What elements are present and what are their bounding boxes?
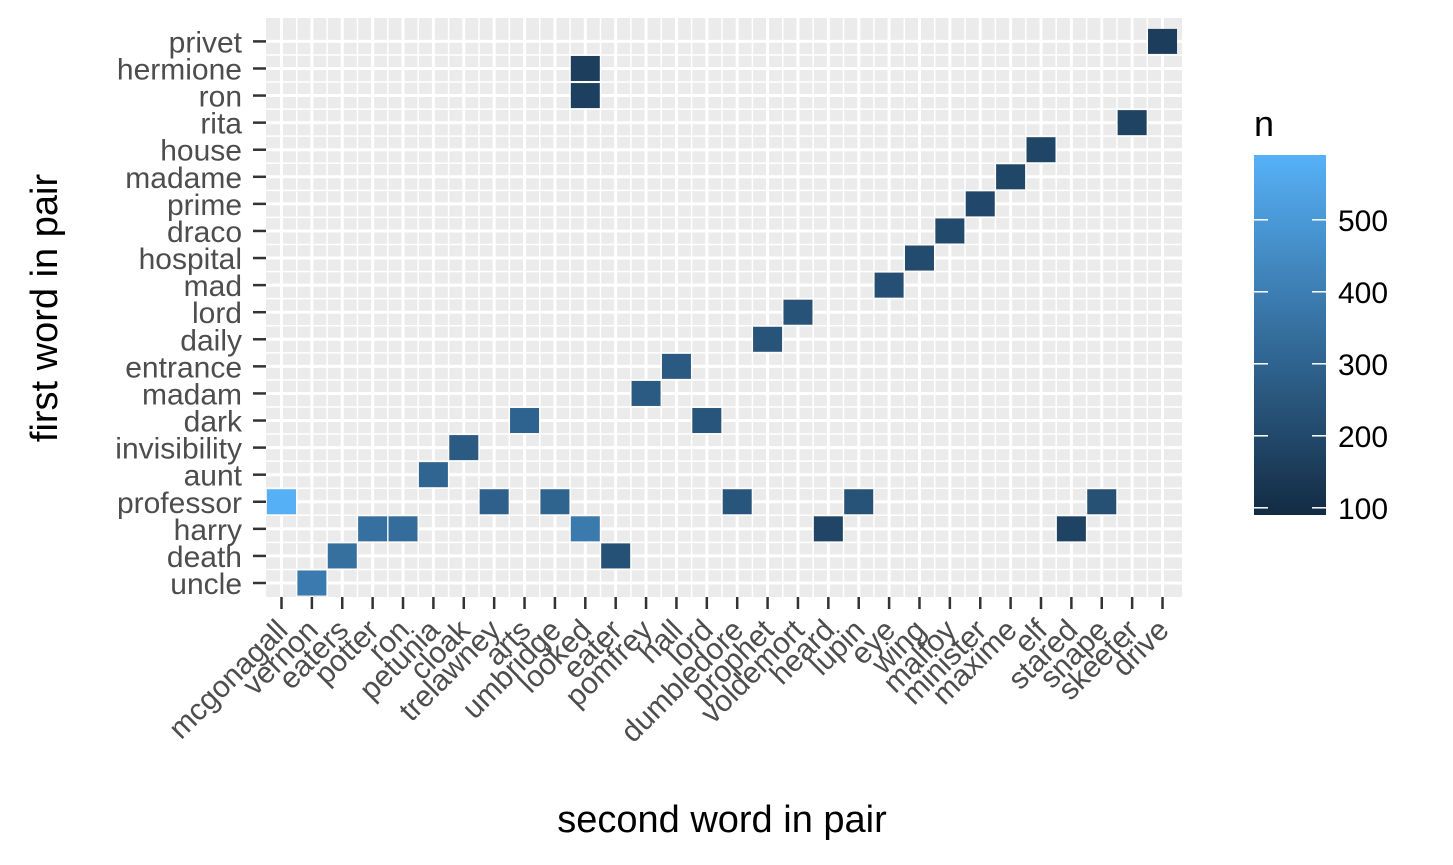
- y-tick-label: madam: [142, 378, 242, 411]
- heatmap-cell-madam-pomfrey: [631, 380, 661, 406]
- y-tick-label: house: [160, 135, 242, 168]
- heatmap-cell-hospital-wing: [904, 245, 934, 271]
- y-axis-title: first word in pair: [24, 174, 66, 443]
- legend-colorbar: [1254, 155, 1326, 515]
- heatmap-cell-madame-maxime: [996, 164, 1026, 190]
- heatmap-cell-professor-snape: [1087, 489, 1117, 515]
- heatmap-cell-invisibility-cloak: [449, 435, 479, 461]
- y-tick-label: uncle: [170, 568, 242, 601]
- heatmap-cell-aunt-petunia: [418, 462, 448, 488]
- y-tick-label: hospital: [139, 243, 242, 276]
- legend-ticks: 100 200 300 400 500: [1254, 205, 1388, 526]
- heatmap-cell-draco-malfoy: [935, 218, 965, 244]
- y-tick-label: ron: [199, 81, 242, 114]
- heatmap-cell-house-elf: [1026, 137, 1056, 163]
- y-tick-label: dark: [184, 406, 243, 439]
- heatmap-cell-professor-mcgonagall: [267, 489, 296, 515]
- y-tick-label: death: [167, 541, 242, 574]
- y-tick-label: aunt: [184, 460, 243, 493]
- heatmap-cell-harry-stared: [1056, 516, 1086, 542]
- x-axis-title: second word in pair: [557, 799, 887, 841]
- heatmap-cell-ron-looked: [570, 83, 600, 109]
- y-tick-label: entrance: [125, 351, 242, 384]
- heatmap-cell-harry-potter: [358, 516, 388, 542]
- y-tick-label: hermione: [117, 53, 242, 86]
- y-tick-label: madame: [125, 162, 242, 195]
- legend-tick-label: 400: [1338, 277, 1388, 310]
- heatmap-cell-uncle-vernon: [297, 570, 327, 596]
- heatmap-cell-harry-looked: [570, 516, 600, 542]
- heatmap-cell-death-eater: [601, 543, 631, 569]
- heatmap-cell-harry-ron: [388, 516, 418, 542]
- heatmap-cell-prime-minister: [965, 191, 995, 217]
- heatmap-cell-dark-lord: [692, 408, 722, 434]
- heatmap-cell-professor-trelawney: [479, 489, 509, 515]
- heatmap-cell-professor-dumbledore: [722, 489, 752, 515]
- y-tick-label: privet: [169, 26, 243, 59]
- heatmap-cell-rita-skeeter: [1117, 110, 1147, 136]
- heatmap-cell-mad-eye: [874, 272, 904, 298]
- heatmap-cell-hermione-looked: [570, 55, 600, 81]
- y-tick-label: invisibility: [115, 433, 242, 466]
- heatmap-cell-lord-voldemort: [783, 299, 813, 325]
- y-tick-label: rita: [200, 108, 242, 141]
- y-tick-label: harry: [174, 514, 242, 547]
- color-legend: n 100 200 300 400 500: [1254, 103, 1388, 526]
- legend-tick-label: 500: [1338, 205, 1388, 238]
- y-tick-label: prime: [167, 189, 242, 222]
- heatmap-cell-professor-lupin: [844, 489, 874, 515]
- heatmap-cell-professor-umbridge: [540, 489, 570, 515]
- y-tick-label: lord: [192, 297, 242, 330]
- legend-tick-label: 100: [1338, 493, 1388, 526]
- y-axis: uncledeathharryprofessorauntinvisibility…: [115, 26, 266, 601]
- heatmap-cell-harry-heard: [813, 516, 843, 542]
- y-tick-label: professor: [117, 487, 242, 520]
- legend-title: n: [1254, 103, 1274, 144]
- heatmap-cells: [267, 28, 1178, 596]
- y-tick-label: mad: [184, 270, 242, 303]
- heatmap-cell-entrance-hall: [661, 353, 691, 379]
- heatmap-cell-death-eaters: [327, 543, 357, 569]
- y-tick-label: daily: [180, 324, 242, 357]
- legend-tick-label: 200: [1338, 421, 1388, 454]
- heatmap-cell-privet-drive: [1148, 28, 1178, 54]
- heatmap-cell-daily-prophet: [753, 326, 783, 352]
- y-tick-label: draco: [167, 216, 242, 249]
- x-axis: mcgonagallvernoneaterspotterronpetuniacl…: [163, 597, 1175, 749]
- heatmap-cell-dark-arts: [510, 408, 540, 434]
- legend-tick-label: 300: [1338, 349, 1388, 382]
